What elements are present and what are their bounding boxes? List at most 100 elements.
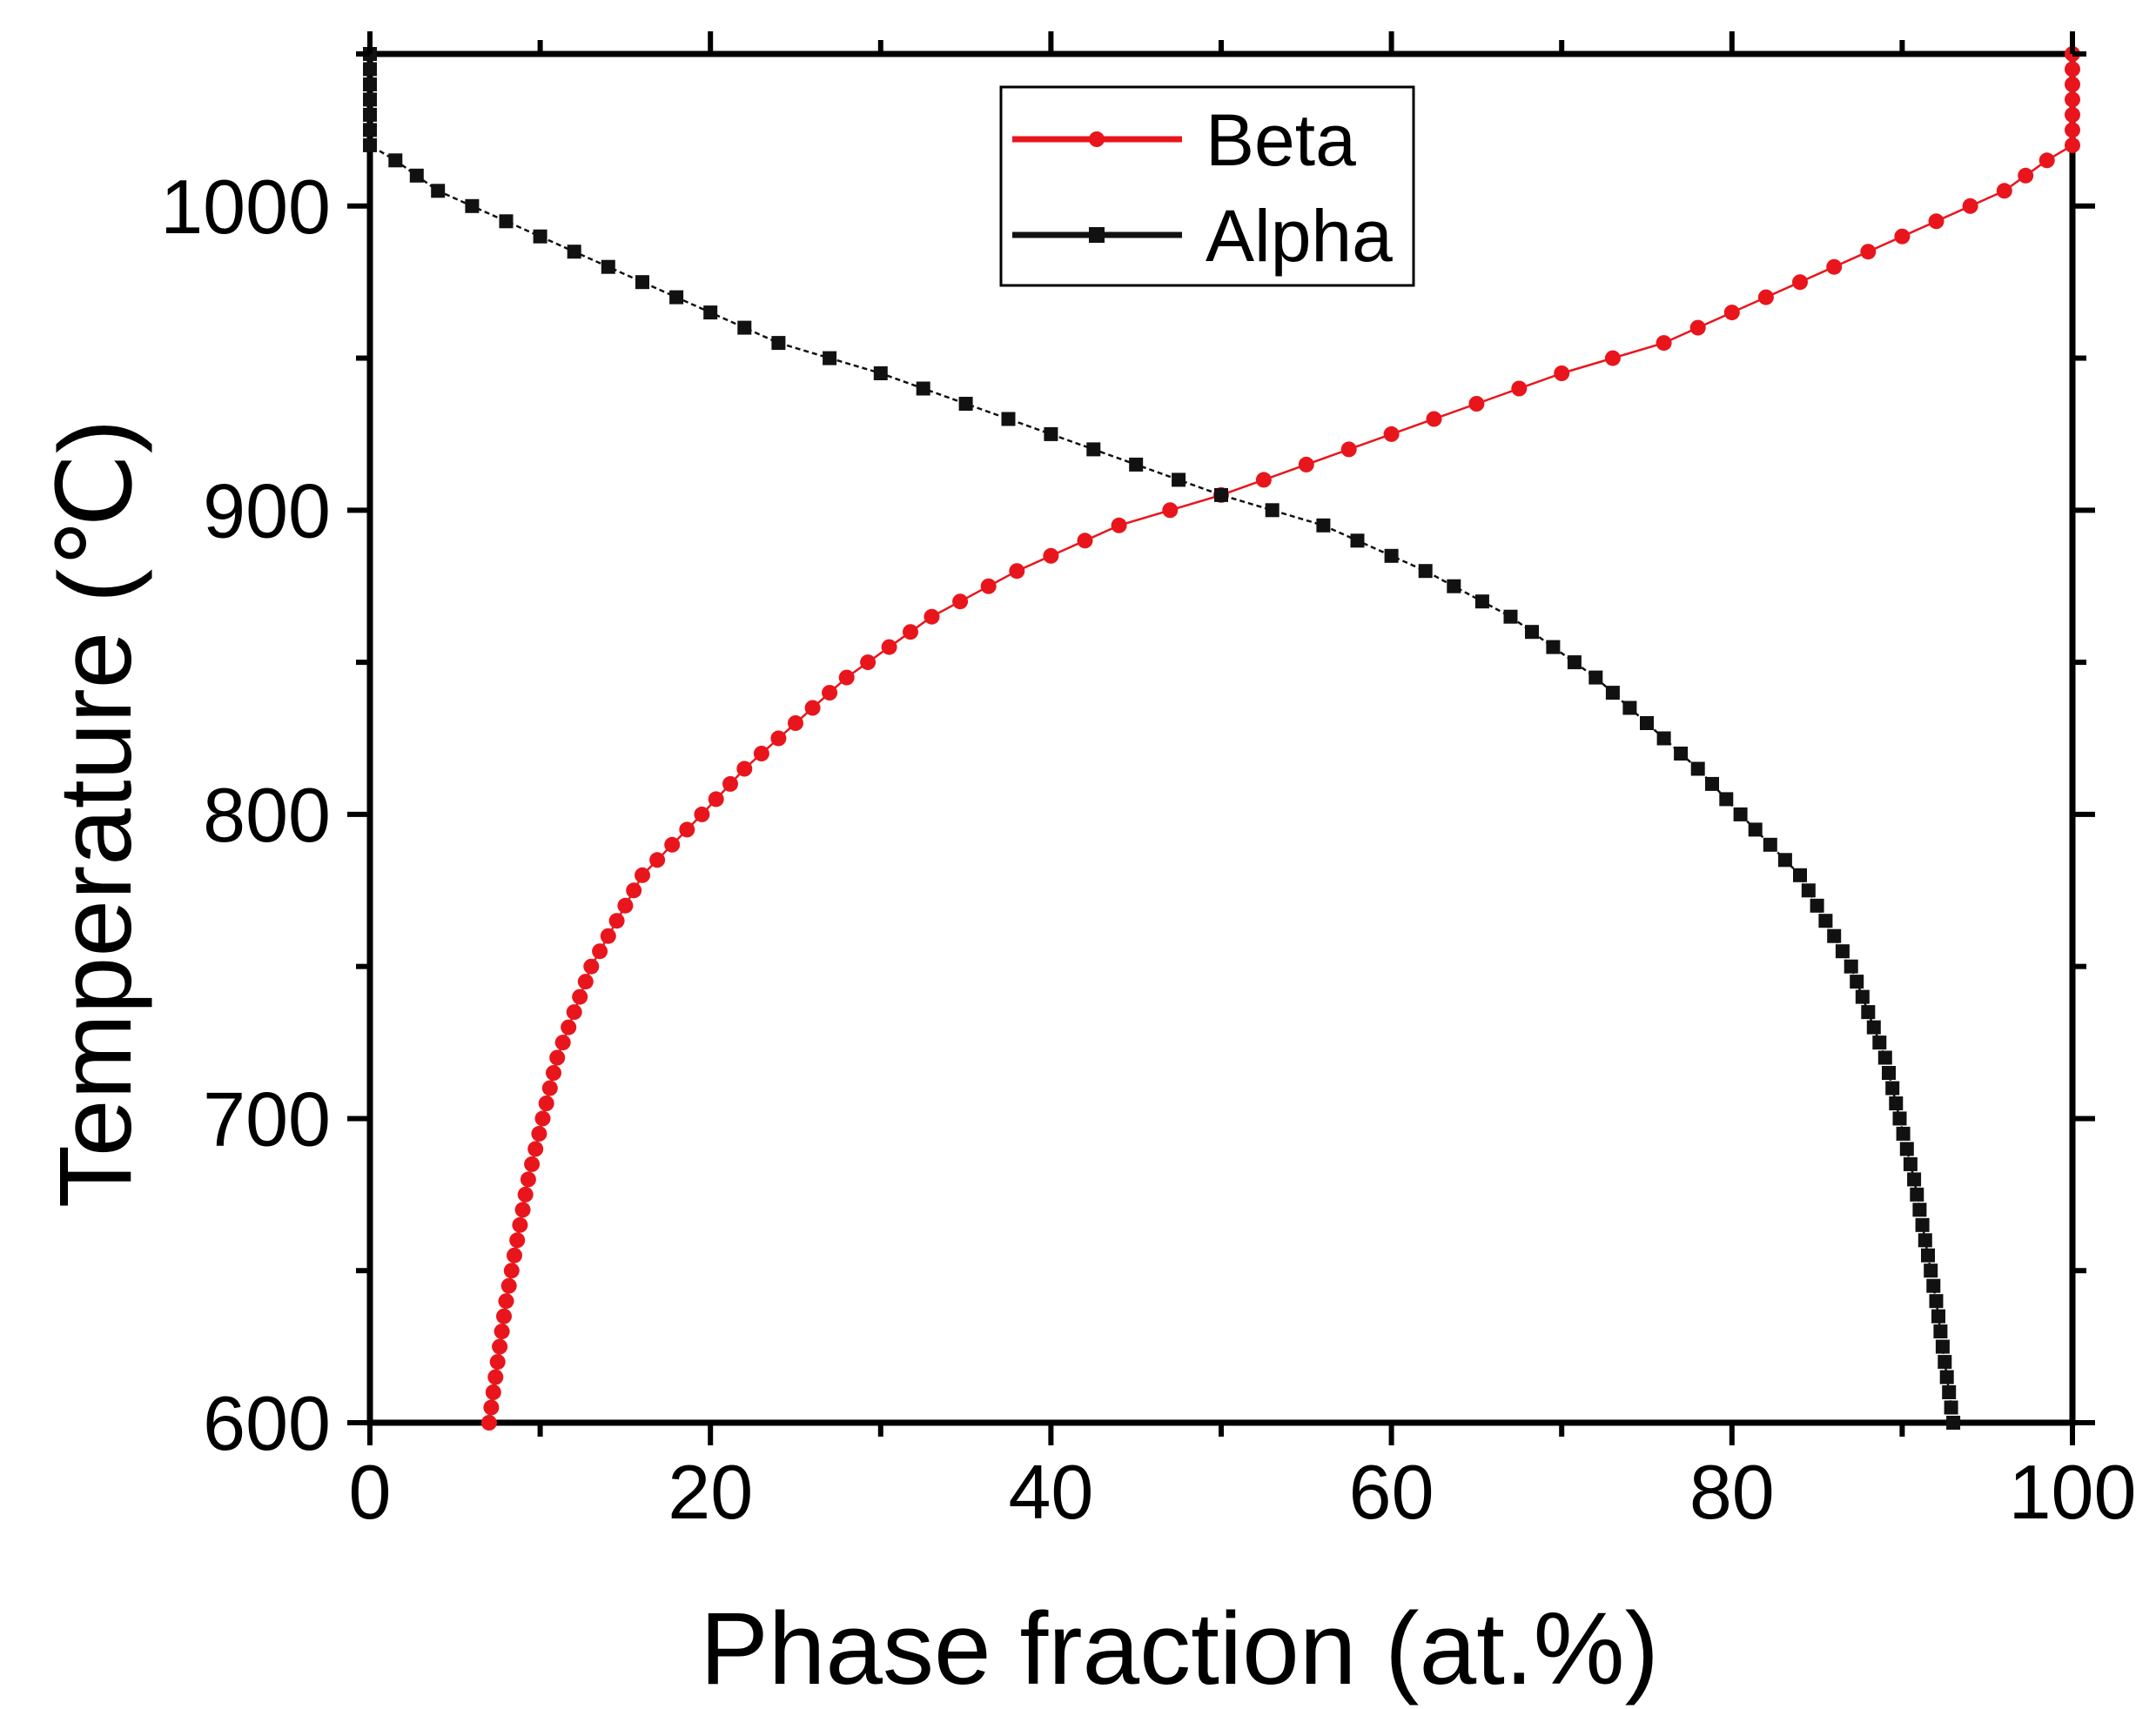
- series-alpha: [363, 47, 1961, 1430]
- beta-point: [1604, 350, 1621, 366]
- alpha-point: [1605, 686, 1620, 700]
- alpha-point: [1748, 822, 1763, 837]
- beta-point: [527, 1141, 544, 1157]
- beta-point: [2065, 137, 2080, 153]
- beta-point: [1757, 289, 1774, 305]
- alpha-point: [1129, 457, 1144, 472]
- alpha-point: [1172, 472, 1186, 487]
- beta-point: [980, 578, 997, 594]
- beta-point: [1723, 305, 1740, 321]
- beta-point: [924, 608, 940, 625]
- legend-alpha-marker: [1089, 227, 1105, 243]
- beta-point: [1511, 380, 1528, 397]
- beta-point: [860, 654, 877, 671]
- alpha-point: [1942, 1385, 1957, 1399]
- alpha-point: [1827, 928, 1842, 943]
- beta-point: [1894, 228, 1911, 245]
- beta-point: [592, 943, 608, 960]
- alpha-point: [1850, 975, 1864, 989]
- beta-point: [2065, 106, 2080, 123]
- beta-point: [1656, 335, 1672, 352]
- alpha-point: [363, 137, 377, 152]
- alpha-point: [1861, 1005, 1876, 1020]
- series-layer: [363, 46, 2080, 1431]
- alpha-point: [958, 397, 973, 411]
- alpha-point: [388, 153, 403, 168]
- beta-point: [1826, 258, 1843, 275]
- alpha-point: [567, 245, 581, 259]
- y-tick-label: 800: [203, 772, 331, 858]
- beta-point: [549, 1049, 566, 1066]
- x-tick-label: 40: [1008, 1449, 1093, 1535]
- beta-point: [838, 669, 855, 686]
- alpha-point: [1044, 426, 1058, 441]
- legend: Beta Alpha: [999, 85, 1415, 287]
- alpha-point: [1265, 503, 1279, 518]
- y-tick-label: 700: [203, 1076, 331, 1162]
- alpha-point: [1622, 700, 1637, 715]
- alpha-point: [1588, 670, 1603, 685]
- alpha-point: [1214, 487, 1228, 502]
- beta-point: [788, 715, 803, 731]
- beta-point: [1860, 244, 1877, 260]
- beta-point: [1009, 563, 1025, 580]
- alpha-point: [1931, 1309, 1945, 1324]
- alpha-point: [1690, 761, 1705, 776]
- alpha-point: [1656, 731, 1671, 746]
- beta-point: [487, 1369, 504, 1385]
- beta-point: [538, 1096, 554, 1111]
- beta-point: [512, 1216, 528, 1233]
- y-tick-label: 600: [203, 1380, 331, 1466]
- alpha-point: [1935, 1339, 1950, 1354]
- beta-point: [2038, 152, 2055, 169]
- alpha-point: [1418, 564, 1433, 579]
- alpha-point: [1946, 1416, 1961, 1430]
- alpha-point: [363, 92, 377, 107]
- beta-point: [500, 1277, 517, 1294]
- alpha-point: [601, 259, 615, 274]
- beta-point: [679, 821, 695, 838]
- legend-box: [999, 85, 1415, 287]
- alpha-point: [1899, 1142, 1914, 1156]
- alpha-point: [737, 320, 752, 335]
- beta-point: [480, 1415, 497, 1431]
- beta-point: [708, 791, 724, 808]
- beta-point: [483, 1399, 500, 1416]
- beta-point: [1928, 213, 1944, 230]
- legend-beta-label: Beta: [1206, 99, 1356, 181]
- beta-point: [517, 1186, 534, 1203]
- beta-point: [561, 1019, 577, 1035]
- alpha-point: [1855, 989, 1870, 1004]
- beta-point: [635, 867, 650, 883]
- beta-point: [626, 882, 642, 899]
- beta-point: [496, 1308, 512, 1324]
- alpha-point: [873, 366, 888, 380]
- alpha-point: [669, 290, 684, 305]
- beta-point: [520, 1171, 536, 1188]
- beta-point: [534, 1110, 551, 1127]
- beta-point: [2065, 61, 2080, 77]
- alpha-point: [1892, 1111, 1907, 1126]
- alpha-point: [1921, 1248, 1935, 1263]
- beta-point: [770, 730, 787, 747]
- alpha-point: [1705, 776, 1719, 791]
- beta-point: [2065, 91, 2080, 108]
- legend-beta-marker: [1089, 131, 1105, 147]
- beta-point: [694, 806, 710, 822]
- beta-point: [1383, 426, 1400, 442]
- beta-point: [1468, 396, 1485, 412]
- beta-point: [2018, 167, 2034, 184]
- alpha-point: [1844, 959, 1858, 974]
- alpha-point: [1933, 1324, 1948, 1339]
- alpha-point: [771, 336, 786, 351]
- beta-point: [485, 1384, 501, 1400]
- beta-point: [572, 989, 588, 1005]
- alpha-point: [1910, 1187, 1924, 1202]
- beta-point: [1340, 441, 1357, 458]
- beta-point: [753, 746, 769, 761]
- beta-point: [617, 897, 634, 914]
- alpha-point: [1801, 883, 1816, 898]
- alpha-point: [916, 381, 930, 396]
- beta-point: [1996, 183, 2012, 199]
